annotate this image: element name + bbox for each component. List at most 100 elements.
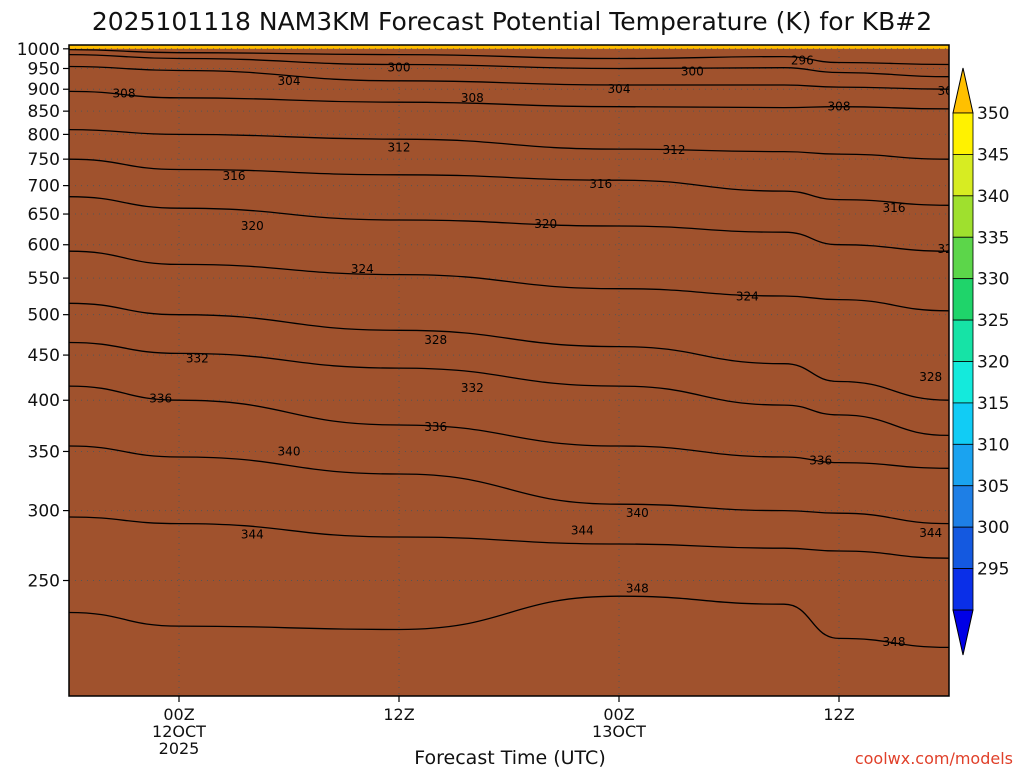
- colorbar-segment: [952, 195, 974, 238]
- colorbar-label: 345: [977, 145, 1009, 165]
- contour-label: 348: [883, 635, 906, 649]
- contour-label: 316: [883, 201, 906, 215]
- contour-line-340: [69, 445, 949, 525]
- contour-line-348: [69, 595, 949, 649]
- contour-label: 308: [828, 100, 851, 114]
- contour-label: 304: [608, 82, 631, 96]
- contour-label: 312: [388, 141, 411, 155]
- x-tick-label: 12Z: [823, 705, 854, 724]
- contour-label: 328: [919, 370, 942, 384]
- contour-line-300: [69, 53, 949, 78]
- y-tick-label: 900: [28, 80, 60, 100]
- contour-label: 308: [113, 87, 136, 101]
- y-axis: 2503003504004505005506006507007508008509…: [17, 40, 69, 592]
- y-tick-label: 550: [28, 269, 60, 289]
- colorbar-segment: [952, 443, 974, 487]
- colorbar-segment: [952, 236, 974, 280]
- colorbar-label: 305: [977, 477, 1009, 497]
- y-tick-label: 300: [28, 502, 60, 522]
- colorbar-label: 310: [977, 435, 1009, 455]
- contour-label: 336: [809, 453, 832, 467]
- contour-line-344: [69, 516, 949, 559]
- x-tick-label: 13OCT: [592, 722, 646, 741]
- x-tick-label: 12Z: [383, 705, 414, 724]
- y-tick-label: 350: [28, 442, 60, 462]
- contour-label: 340: [626, 506, 649, 520]
- contour-line-312: [69, 128, 949, 160]
- contour-line-304: [69, 65, 949, 90]
- contour-label: 296: [1011, 53, 1024, 67]
- contour-label: 304: [278, 74, 301, 88]
- contour-label: 332: [186, 351, 209, 365]
- contour-label: 344: [571, 523, 594, 537]
- contour-label: 304: [938, 84, 961, 98]
- contour-line-308: [69, 90, 949, 110]
- y-tick-label: 750: [28, 150, 60, 170]
- contour-label: 320: [534, 217, 557, 231]
- colorbar-label: 325: [977, 311, 1009, 331]
- colorbar-segment: [952, 402, 974, 445]
- contour-label-layer: 296 296 300 300 300 304 304 304 308 308 308 312 312 3…: [113, 53, 1024, 649]
- colorbar-label: 340: [977, 187, 1009, 207]
- colorbar-label: 295: [977, 560, 1009, 580]
- x-axis-label: Forecast Time (UTC): [414, 747, 605, 768]
- colorbar-segment: [952, 526, 974, 569]
- contour-label: 332: [461, 381, 484, 395]
- contour-label: 296: [791, 53, 814, 67]
- colorbar-label: 330: [977, 270, 1009, 290]
- y-tick-label: 650: [28, 205, 60, 225]
- contour-line-316: [69, 158, 949, 206]
- y-tick-label: 450: [28, 346, 60, 366]
- contour-label: 324: [351, 262, 374, 276]
- x-tick-label: 12OCT: [152, 722, 206, 741]
- x-tick-label: 00Z: [603, 705, 634, 724]
- contour-label: 316: [223, 169, 246, 183]
- contour-label: 344: [919, 526, 942, 540]
- contour-line-332: [69, 341, 949, 437]
- x-tick-label: 00Z: [163, 705, 194, 724]
- y-tick-label: 250: [28, 572, 60, 592]
- colorbar-label: 350: [977, 104, 1009, 124]
- contour-label: 312: [663, 143, 686, 157]
- contour-label: 328: [424, 333, 447, 347]
- y-tick-label: 400: [28, 391, 60, 411]
- colorbar: 350 345 340 335 330 325 320 315 310 305 300 295: [952, 67, 1009, 656]
- colorbar-label: 300: [977, 518, 1009, 538]
- contour-label: 320: [938, 242, 961, 256]
- contour-line-320: [69, 196, 949, 252]
- ground-band: [69, 48, 949, 696]
- contour-label: 348: [626, 581, 649, 595]
- contour-layer: [69, 48, 949, 649]
- y-tick-label: 950: [28, 59, 60, 79]
- colorbar-segment: [952, 568, 974, 611]
- contour-line-328: [69, 302, 949, 401]
- colorbar-label: 335: [977, 228, 1009, 248]
- chart-title: 2025101118 NAM3KM Forecast Potential Tem…: [92, 7, 932, 36]
- plot-frame: [68, 44, 950, 697]
- colorbar-segment: [952, 112, 974, 155]
- ground-layer: [69, 48, 949, 696]
- contour-label: 340: [278, 444, 301, 458]
- colorbar-label: 320: [977, 353, 1009, 373]
- y-tick-label: 1000: [17, 40, 60, 60]
- contour-label: 316: [589, 177, 612, 191]
- colorbar-top-arrow: [952, 67, 974, 114]
- x-axis: 00Z12OCT202512Z00Z13OCT12Z00Z14OCT: [152, 696, 855, 758]
- x-tick-label: 2025: [159, 739, 200, 758]
- contour-line-336: [69, 385, 949, 469]
- y-tick-label: 600: [28, 236, 60, 256]
- contour-line-296: [69, 48, 949, 66]
- contour-label: 320: [241, 219, 264, 233]
- contour-label: 336: [424, 420, 447, 434]
- colorbar-bottom-arrow: [952, 609, 974, 656]
- y-tick-label: 700: [28, 177, 60, 197]
- colorbar-label: 315: [977, 394, 1009, 414]
- contour-label: 336: [149, 391, 172, 405]
- y-tick-label: 800: [28, 125, 60, 145]
- contour-label: 324: [1011, 351, 1024, 365]
- credit-text: coolwx.com/models: [855, 749, 1013, 768]
- colorbar-segment: [952, 319, 974, 362]
- contour-label: 300: [388, 60, 411, 74]
- colorbar-segment: [952, 154, 974, 197]
